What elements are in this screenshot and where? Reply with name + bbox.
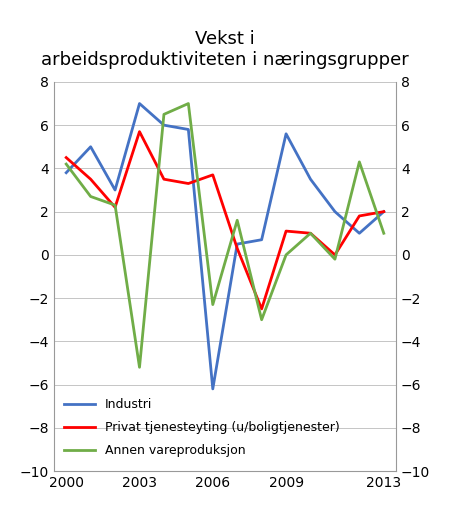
Title: Vekst i
arbeidsproduktiviteten i næringsgrupper: Vekst i arbeidsproduktiviteten i nærings…	[41, 30, 409, 69]
Legend: Industri, Privat tjenesteyting (u/boligtjenester), Annen vareproduksjon: Industri, Privat tjenesteyting (u/boligt…	[60, 394, 344, 461]
